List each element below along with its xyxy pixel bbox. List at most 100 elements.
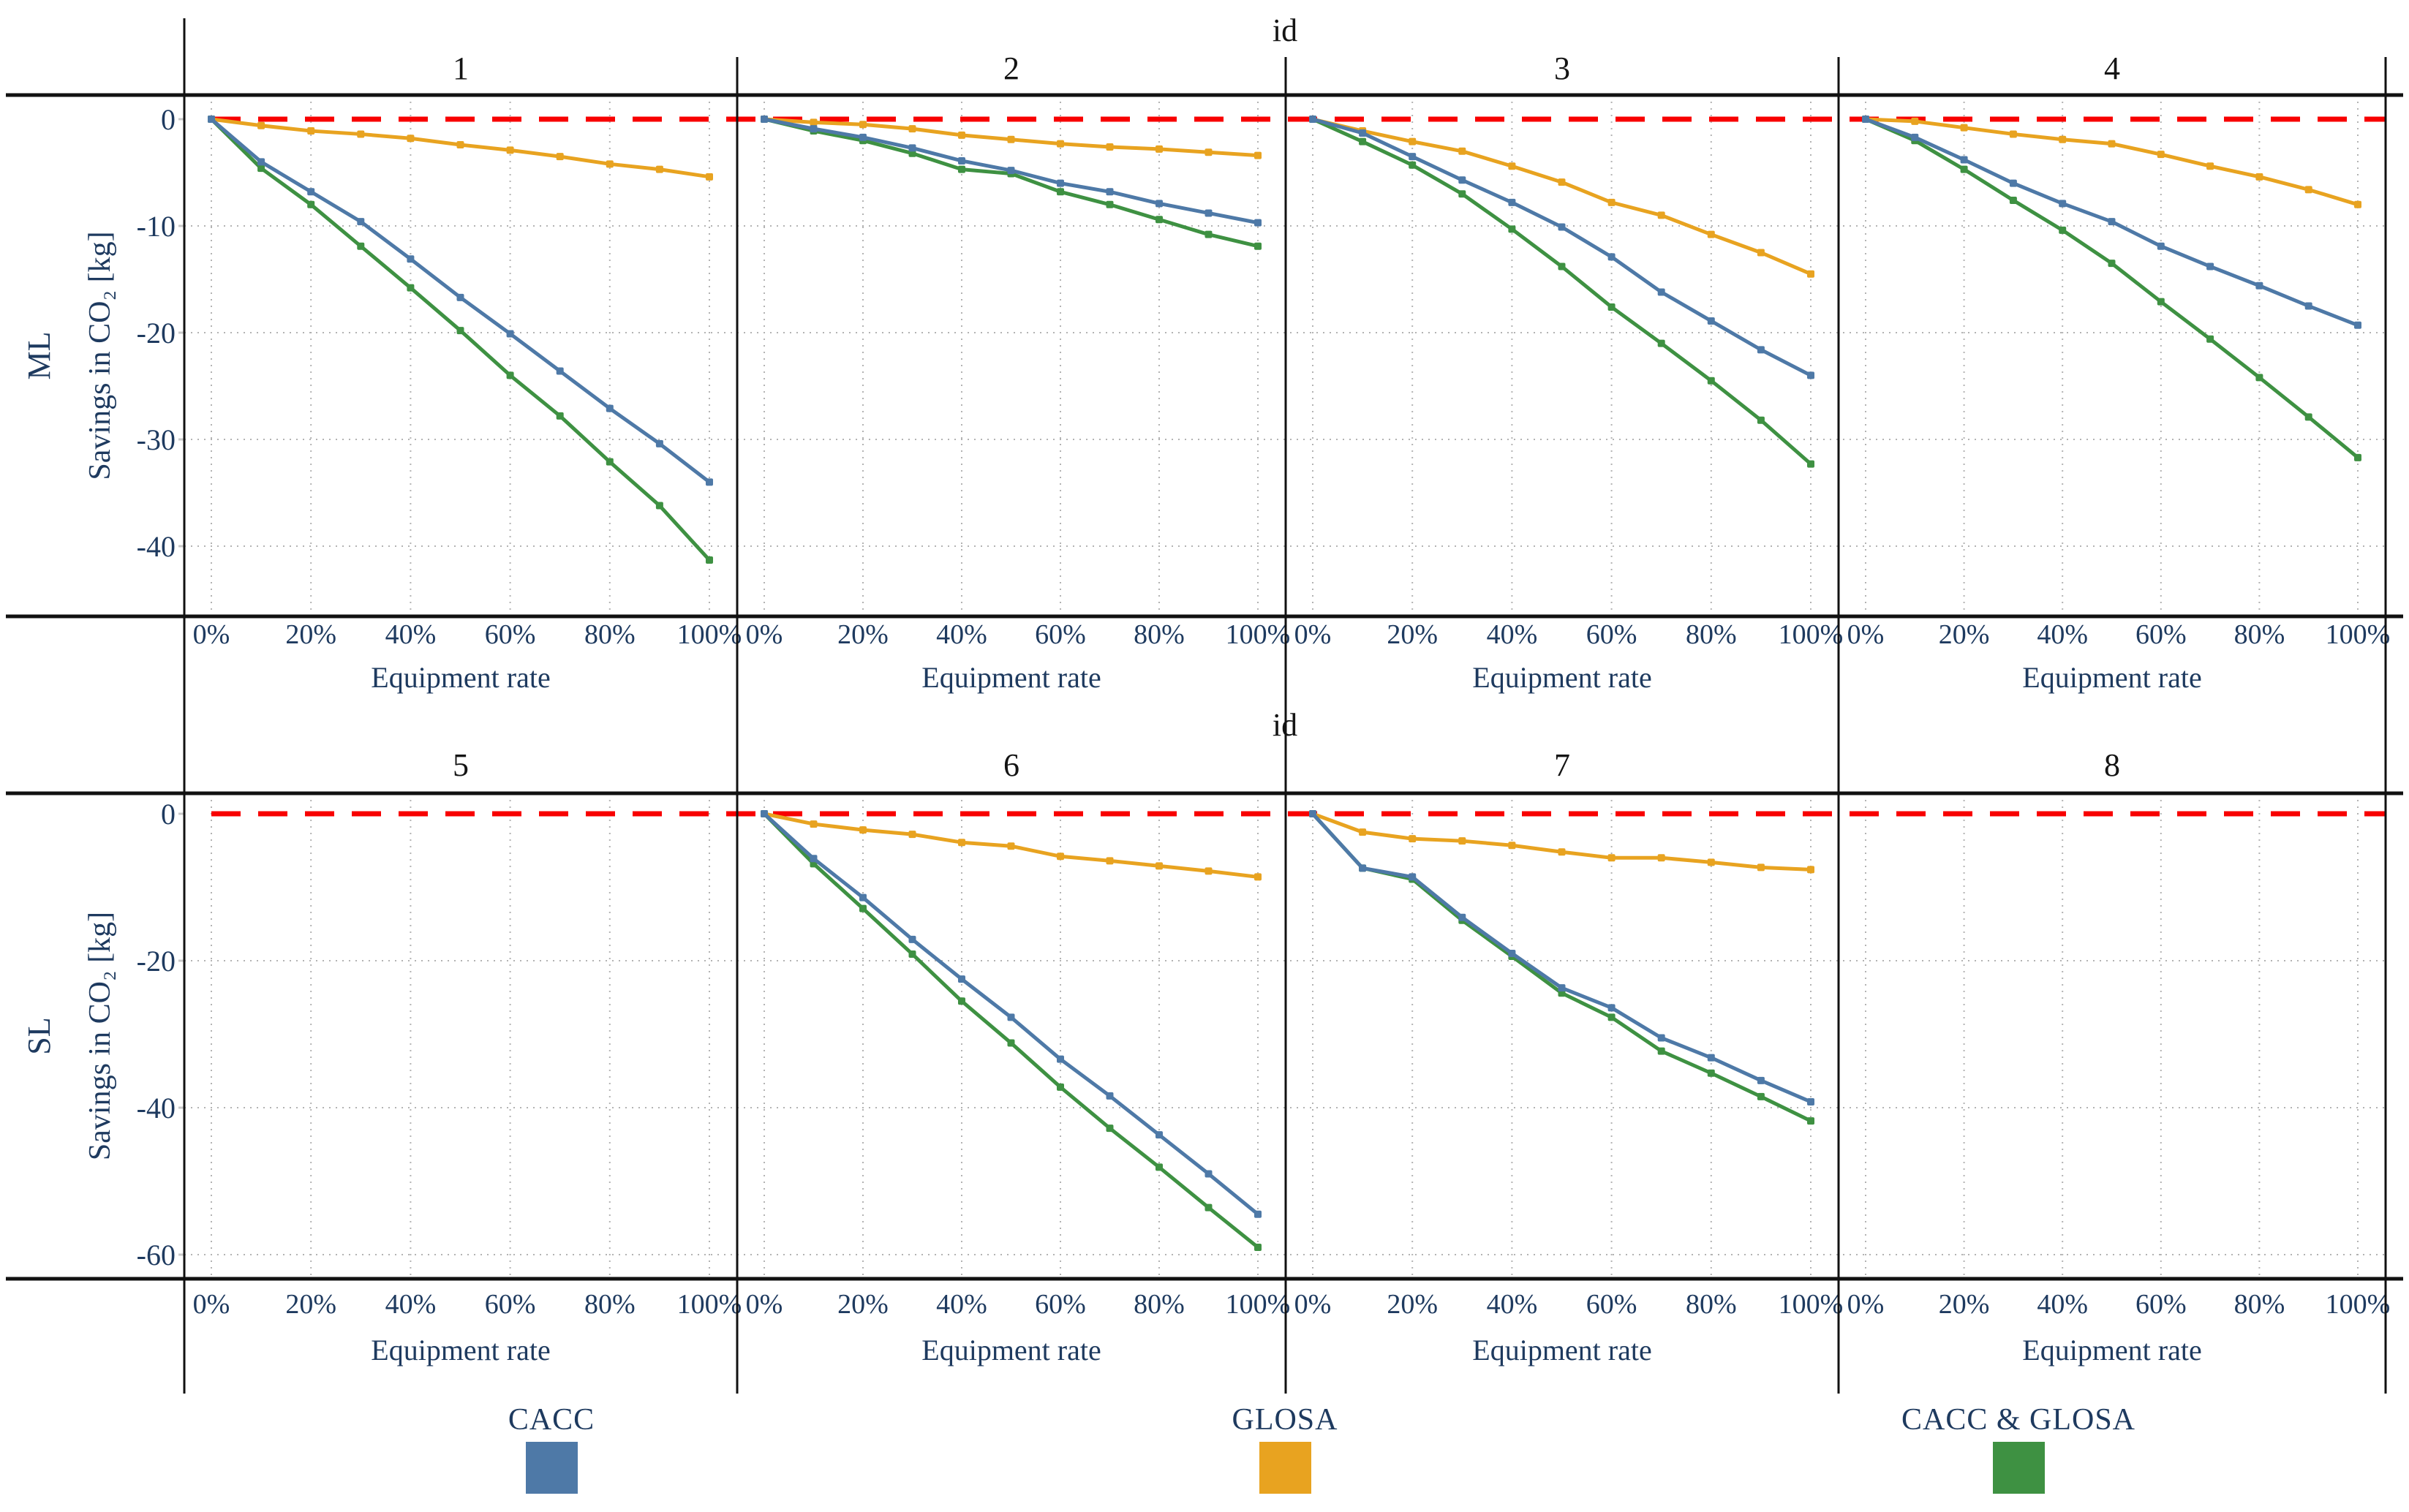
data-point-marker bbox=[2255, 173, 2263, 181]
data-point-marker bbox=[307, 188, 315, 196]
x-axis-title-1: Equipment rate bbox=[371, 661, 550, 694]
data-point-marker bbox=[307, 127, 315, 135]
data-point-marker bbox=[655, 165, 663, 173]
data-point-marker bbox=[556, 367, 564, 375]
y-tick-label: -30 bbox=[137, 423, 176, 456]
data-point-marker bbox=[958, 165, 965, 173]
series-line-cacc-glosa bbox=[1311, 812, 1813, 1123]
x-tick-label: 40% bbox=[936, 619, 987, 650]
data-point-marker bbox=[1007, 167, 1015, 175]
data-point-marker bbox=[2354, 200, 2361, 208]
data-point-marker bbox=[606, 160, 614, 168]
data-point-marker bbox=[1757, 1076, 1765, 1084]
data-point-marker bbox=[2157, 151, 2165, 159]
data-point-marker bbox=[958, 839, 965, 847]
x-axis-title-4: Equipment rate bbox=[2022, 661, 2201, 694]
data-point-marker bbox=[1757, 863, 1765, 872]
x-tick-label: 100% bbox=[1226, 619, 1291, 650]
data-point-marker bbox=[506, 330, 514, 338]
data-point-marker bbox=[1007, 135, 1015, 143]
data-point-marker bbox=[1911, 117, 1919, 125]
data-point-marker bbox=[257, 158, 265, 166]
data-point-marker bbox=[1508, 162, 1516, 170]
data-point-marker bbox=[1657, 288, 1665, 296]
data-point-marker bbox=[2108, 260, 2116, 268]
x-tick-label: 20% bbox=[1387, 1289, 1438, 1320]
series-line-cacc bbox=[1311, 117, 1813, 377]
x-tick-label: 0% bbox=[746, 619, 783, 650]
data-point-marker bbox=[1862, 116, 1869, 123]
data-point-marker bbox=[1106, 1124, 1114, 1133]
facet-label-5: 5 bbox=[453, 747, 469, 783]
facet-label-4: 4 bbox=[2104, 50, 2120, 86]
x-tick-label: 80% bbox=[1686, 619, 1737, 650]
data-point-marker bbox=[706, 556, 713, 564]
x-tick-label: 0% bbox=[193, 1289, 230, 1320]
data-point-marker bbox=[1309, 810, 1316, 817]
data-point-marker bbox=[1359, 129, 1367, 137]
data-point-marker bbox=[257, 165, 265, 173]
data-point-marker bbox=[1508, 198, 1516, 206]
data-point-marker bbox=[859, 893, 867, 901]
data-point-marker bbox=[1156, 1163, 1163, 1171]
data-point-marker bbox=[1156, 1131, 1163, 1139]
data-point-marker bbox=[1204, 1170, 1213, 1178]
data-point-marker bbox=[556, 412, 564, 420]
x-tick-label: 0% bbox=[746, 1289, 783, 1320]
data-point-marker bbox=[810, 820, 818, 828]
data-point-marker bbox=[1657, 1034, 1665, 1042]
series-line-cacc-glosa bbox=[209, 117, 712, 562]
data-point-marker bbox=[1558, 223, 1566, 231]
x-tick-label: 60% bbox=[2135, 1289, 2187, 1320]
data-point-marker bbox=[1508, 225, 1516, 233]
x-axis-title-6: Equipment rate bbox=[921, 1334, 1101, 1367]
x-axis-title-7: Equipment rate bbox=[1472, 1334, 1651, 1367]
data-point-marker bbox=[1057, 140, 1064, 148]
data-point-marker bbox=[655, 502, 663, 510]
data-point-marker bbox=[958, 156, 965, 165]
data-point-marker bbox=[2108, 140, 2116, 148]
data-point-marker bbox=[1156, 216, 1163, 224]
data-point-marker bbox=[1007, 842, 1015, 850]
data-point-marker bbox=[1558, 984, 1566, 992]
x-tick-label: 0% bbox=[1847, 619, 1885, 650]
data-point-marker bbox=[1960, 124, 1968, 132]
data-point-marker bbox=[1254, 1210, 1262, 1218]
facet-label-6: 6 bbox=[1003, 747, 1019, 783]
data-point-marker bbox=[1409, 137, 1417, 145]
data-point-marker bbox=[1156, 200, 1163, 208]
x-tick-label: 20% bbox=[837, 619, 889, 650]
x-tick-label: 20% bbox=[285, 619, 336, 650]
x-tick-label: 80% bbox=[584, 1289, 636, 1320]
data-point-marker bbox=[1757, 416, 1765, 424]
x-tick-label: 20% bbox=[837, 1289, 889, 1320]
data-point-marker bbox=[1707, 858, 1715, 866]
x-tick-label: 60% bbox=[1586, 619, 1637, 650]
x-tick-label: 60% bbox=[2135, 619, 2187, 650]
data-point-marker bbox=[2009, 130, 2017, 138]
data-point-marker bbox=[307, 200, 315, 208]
x-tick-label: 40% bbox=[2037, 1289, 2088, 1320]
data-point-marker bbox=[2157, 298, 2165, 306]
data-point-marker bbox=[1911, 133, 1919, 141]
data-point-marker bbox=[2206, 335, 2214, 343]
y-tick-label: -60 bbox=[137, 1239, 176, 1271]
data-point-marker bbox=[1558, 848, 1566, 856]
data-point-marker bbox=[2059, 226, 2067, 234]
x-tick-label: 80% bbox=[1134, 619, 1185, 650]
x-tick-label: 40% bbox=[385, 619, 437, 650]
x-axis-title-5: Equipment rate bbox=[371, 1334, 550, 1367]
series-line-glosa bbox=[1863, 117, 2360, 207]
data-point-marker bbox=[1558, 178, 1566, 186]
x-tick-label: 40% bbox=[2037, 619, 2088, 650]
data-point-marker bbox=[1657, 854, 1665, 862]
data-point-marker bbox=[1204, 230, 1213, 238]
data-point-marker bbox=[1057, 853, 1064, 861]
data-point-marker bbox=[1254, 242, 1262, 250]
data-point-marker bbox=[1409, 161, 1417, 169]
data-point-marker bbox=[2059, 135, 2067, 143]
data-point-marker bbox=[1057, 1055, 1064, 1063]
x-tick-label: 100% bbox=[1779, 1289, 1844, 1320]
data-point-marker bbox=[761, 810, 768, 817]
